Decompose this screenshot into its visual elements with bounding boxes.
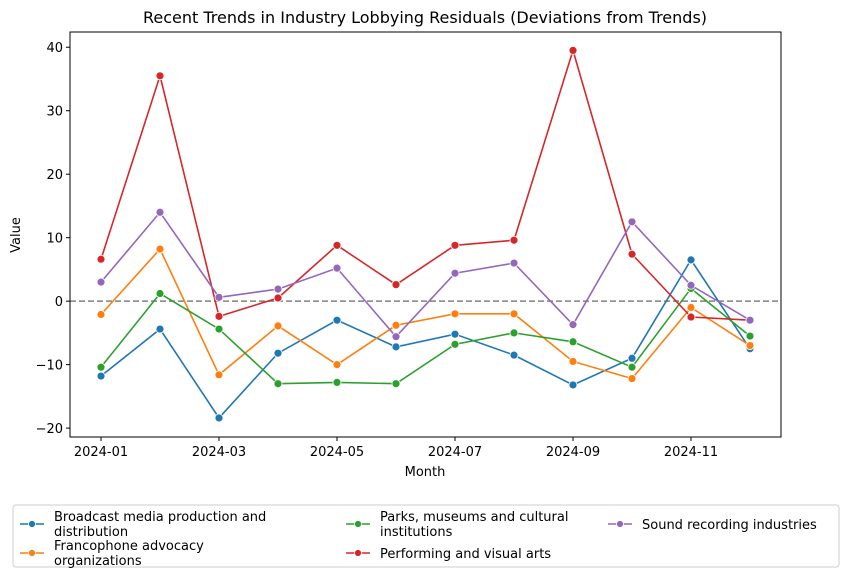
data-point	[509, 350, 519, 360]
data-point	[509, 258, 519, 268]
data-point	[214, 311, 224, 321]
data-point	[96, 362, 106, 372]
data-point	[745, 341, 755, 350]
data-point	[273, 379, 283, 389]
data-point	[332, 378, 342, 387]
plot-frame	[69, 31, 782, 438]
data-point	[332, 263, 342, 273]
legend-label: Parks, museums and cultural institutions	[380, 510, 568, 540]
legend-label: Sound recording industries	[642, 518, 817, 533]
data-point	[391, 332, 401, 342]
series-line	[100, 47, 751, 321]
data-point	[96, 310, 106, 319]
x-tick-label: 2024-01	[74, 445, 128, 460]
data-point	[509, 309, 519, 319]
series-line	[100, 287, 751, 385]
data-point	[273, 284, 283, 294]
data-point	[568, 320, 578, 330]
data-point	[96, 254, 106, 264]
data-point	[273, 321, 283, 331]
data-point	[686, 312, 696, 322]
data-point	[686, 255, 696, 265]
y-tick-label: 20	[46, 168, 63, 183]
data-point	[155, 324, 165, 334]
data-point	[568, 380, 578, 390]
data-point	[391, 379, 401, 389]
data-point	[273, 348, 283, 358]
y-tick-label: 10	[46, 232, 63, 247]
data-point	[155, 207, 165, 217]
data-point	[450, 309, 460, 319]
data-point	[391, 320, 401, 330]
data-point	[568, 46, 578, 55]
data-point	[273, 293, 283, 303]
data-point	[450, 268, 460, 278]
data-point	[627, 217, 637, 227]
data-point	[627, 374, 637, 383]
x-tick-label: 2024-03	[192, 445, 246, 460]
data-point	[391, 280, 401, 290]
legend-swatch-marker	[28, 520, 36, 528]
chart-title: Recent Trends in Industry Lobbying Resid…	[143, 8, 707, 27]
data-point	[391, 342, 401, 352]
data-point	[627, 362, 637, 372]
y-tick-label: 0	[55, 295, 63, 310]
data-point	[450, 329, 460, 339]
y-tick-label: −10	[36, 359, 63, 374]
data-point	[745, 315, 755, 325]
data-point	[568, 357, 578, 366]
data-point	[214, 292, 224, 302]
data-point	[627, 249, 637, 259]
legend-swatch-marker	[354, 549, 362, 557]
data-point	[155, 71, 165, 81]
x-tick-label: 2024-07	[428, 445, 482, 460]
x-tick-label: 2024-09	[546, 445, 600, 460]
data-point	[332, 240, 342, 250]
data-point	[96, 277, 106, 287]
legend-swatch-marker	[354, 520, 362, 528]
data-point	[745, 331, 755, 341]
series-line	[100, 210, 751, 338]
data-point	[96, 371, 106, 381]
legend-swatch-marker	[28, 549, 36, 557]
data-point	[332, 315, 342, 325]
data-point	[450, 240, 460, 250]
data-point	[568, 337, 578, 347]
series-line	[100, 247, 751, 380]
y-tick-label: 30	[46, 105, 63, 120]
data-point	[450, 339, 460, 349]
x-tick-label: 2024-11	[664, 445, 718, 460]
x-axis-label: Month	[405, 465, 446, 480]
y-tick-label: −20	[36, 422, 63, 437]
legend-box	[12, 504, 840, 568]
data-point	[686, 303, 696, 312]
legend-label: Francophone advocacy organizations	[54, 539, 204, 569]
data-point	[155, 289, 165, 298]
series-line	[100, 258, 751, 420]
data-point	[214, 324, 224, 334]
data-point	[155, 244, 165, 254]
data-point	[214, 370, 224, 380]
data-point	[686, 280, 696, 290]
y-axis-label: Value	[9, 217, 24, 253]
data-point	[509, 235, 519, 245]
y-tick-label: 40	[46, 41, 63, 56]
legend-label: Broadcast media production and distributi…	[54, 510, 266, 540]
legend-label: Performing and visual arts	[380, 547, 551, 562]
legend-swatch-marker	[616, 520, 624, 528]
data-point	[627, 353, 637, 363]
data-point	[214, 413, 224, 423]
data-point	[332, 360, 342, 370]
x-tick-label: 2024-05	[310, 445, 364, 460]
data-point	[509, 328, 519, 338]
